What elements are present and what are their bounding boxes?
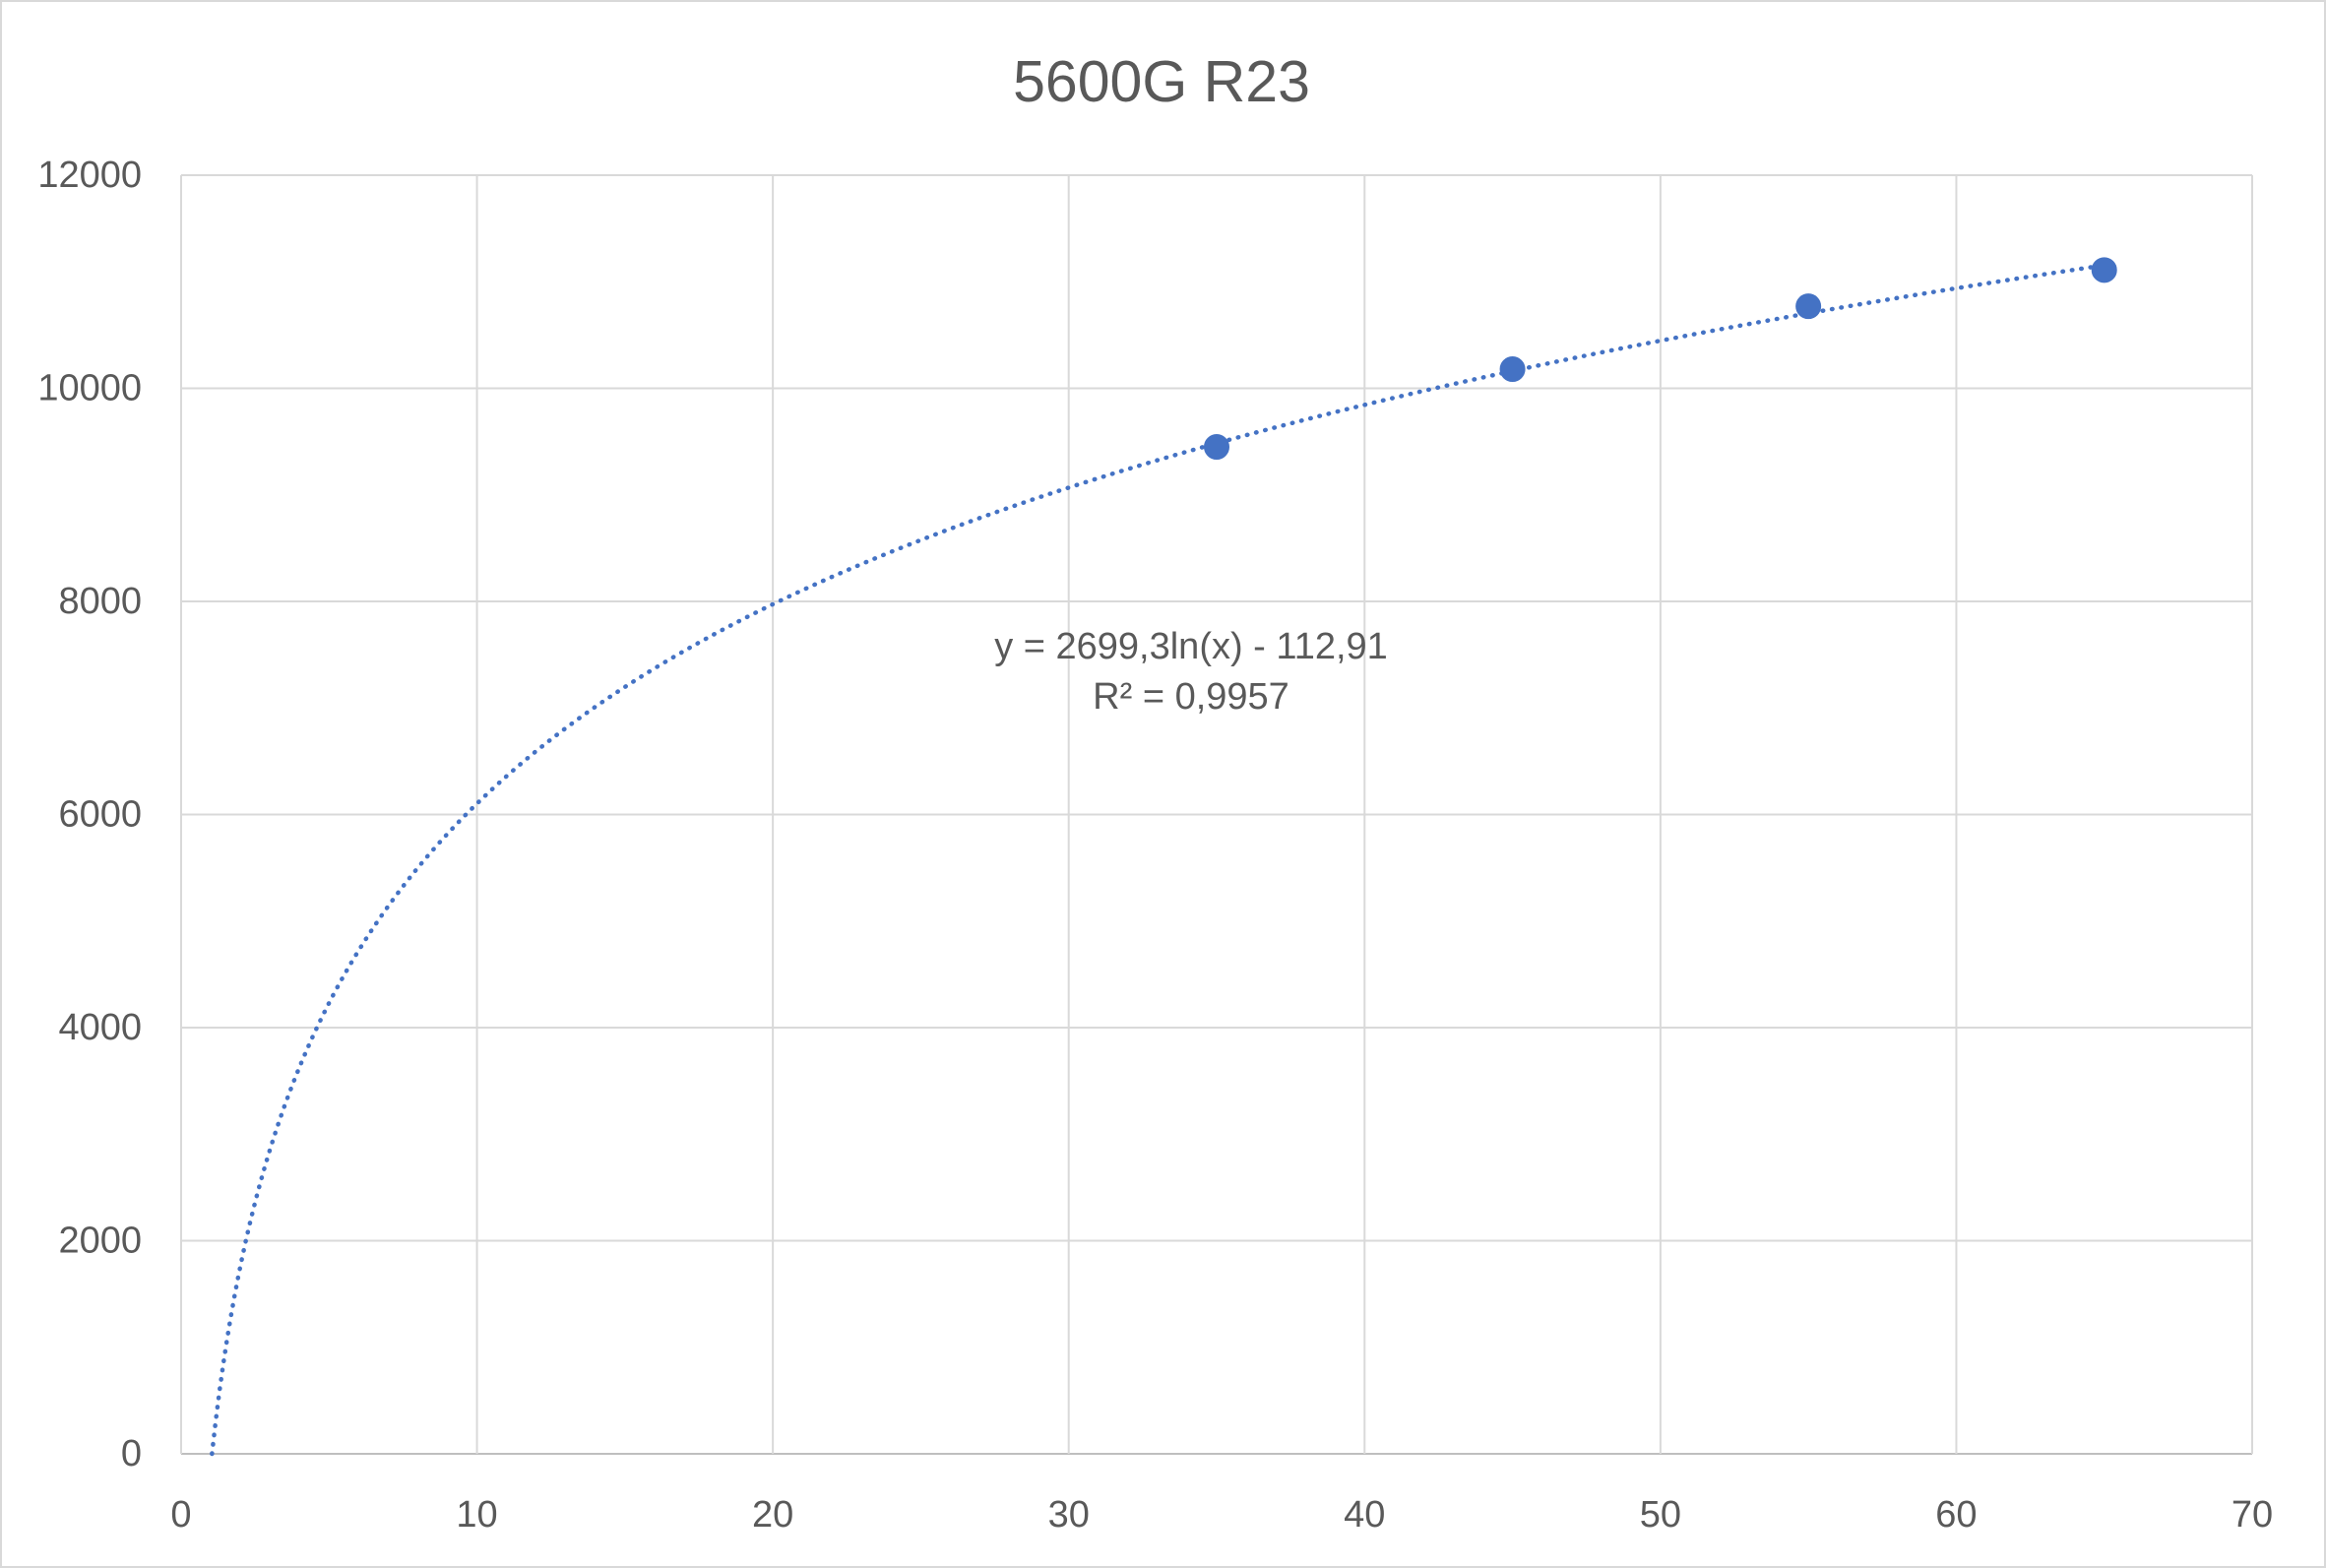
- x-axis-tick-labels: 0 10 20 30 40 50 60 70: [170, 1494, 2273, 1536]
- y-tick-label: 6000: [58, 794, 142, 836]
- x-tick-label: 10: [456, 1494, 497, 1536]
- y-tick-label: 8000: [58, 581, 142, 622]
- x-tick-label: 30: [1048, 1494, 1090, 1536]
- gridlines: [180, 174, 2253, 1455]
- trendline: [210, 263, 2106, 1457]
- x-tick-label: 70: [2232, 1494, 2273, 1536]
- trendline-r-squared: R² = 0,9957: [1093, 676, 1289, 718]
- trendline-group: [210, 263, 2106, 1457]
- x-tick-label: 60: [1935, 1494, 1977, 1536]
- data-point: [1204, 434, 1229, 461]
- x-tick-label: 0: [170, 1494, 191, 1536]
- y-tick-label: 10000: [37, 368, 142, 409]
- y-tick-label: 4000: [58, 1007, 142, 1048]
- y-tick-label: 2000: [58, 1221, 142, 1262]
- x-tick-label: 50: [1640, 1494, 1681, 1536]
- data-points: [1204, 257, 2117, 461]
- x-tick-label: 20: [752, 1494, 793, 1536]
- chart-title: 5600G R23: [1013, 49, 1310, 114]
- trendline-equation: y = 2699,3ln(x) - 112,91: [994, 626, 1388, 667]
- data-point: [1795, 293, 1822, 320]
- y-tick-label: 12000: [37, 155, 142, 196]
- data-point: [1499, 356, 1526, 383]
- x-tick-label: 40: [1344, 1494, 1385, 1536]
- y-tick-label: 0: [121, 1433, 142, 1474]
- y-axis-tick-labels: 0 2000 4000 6000 8000 10000 12000: [37, 155, 142, 1474]
- data-point: [2091, 257, 2117, 283]
